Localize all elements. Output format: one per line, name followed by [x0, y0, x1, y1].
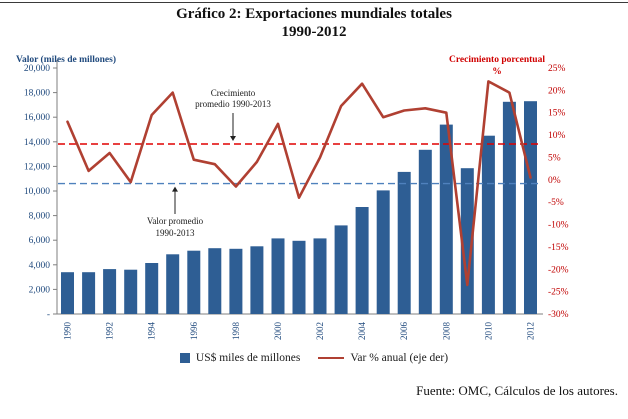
svg-text:1990: 1990 [63, 322, 73, 341]
chart-canvas: - 2,000 4,000 6,000 8,000 10,000 12,000 14,000 1… [16, 54, 569, 340]
svg-text:15%: 15% [548, 109, 566, 119]
legend-bar-swatch [179, 353, 190, 363]
svg-text:promedio 1990-2013: promedio 1990-2013 [195, 99, 271, 109]
svg-text:2012: 2012 [525, 322, 535, 340]
top-divider [0, 2, 628, 3]
bar-2001 [292, 240, 306, 314]
bars-exports [61, 101, 537, 314]
bar-2008 [439, 124, 453, 314]
bar-1990 [61, 272, 74, 314]
svg-text:1992: 1992 [105, 322, 115, 340]
bar-1998 [229, 248, 243, 314]
svg-text:12,000: 12,000 [24, 162, 50, 172]
svg-text:1998: 1998 [231, 322, 241, 341]
bar-1993 [124, 269, 138, 314]
chart-title-line2: 1990-2012 [281, 24, 347, 40]
bar-1991 [82, 272, 96, 314]
bar-2005 [376, 190, 390, 314]
legend-line-swatch [318, 356, 345, 360]
bar-1995 [166, 254, 180, 314]
bar-2006 [397, 171, 411, 314]
svg-text:-10%: -10% [548, 221, 569, 231]
svg-text:10,000: 10,000 [24, 187, 50, 197]
svg-text:8,000: 8,000 [29, 212, 51, 222]
growth-average-note: Crecimiento [211, 88, 256, 98]
svg-text:25%: 25% [548, 64, 566, 74]
svg-text:2004: 2004 [357, 322, 367, 341]
svg-text:6,000: 6,000 [29, 236, 51, 246]
bar-1997 [208, 248, 222, 314]
bar-1996 [187, 250, 201, 314]
bar-2003 [334, 225, 348, 314]
bar-2000 [271, 238, 285, 314]
bar-2009 [460, 168, 474, 314]
svg-text:10%: 10% [548, 131, 566, 141]
svg-text:-20%: -20% [548, 265, 569, 275]
svg-text:1996: 1996 [189, 322, 199, 341]
legend: US$ miles de millones Var % anual (eje d… [0, 352, 628, 364]
bar-2010 [481, 135, 495, 314]
bar-2012 [524, 101, 537, 314]
svg-text:16,000: 16,000 [24, 113, 50, 123]
svg-text:-15%: -15% [548, 243, 569, 253]
svg-text:1990-2013: 1990-2013 [156, 228, 195, 238]
source-note: Fuente: OMC, Cálculos de los autores. [416, 383, 618, 398]
axes: - 2,000 4,000 6,000 8,000 10,000 12,000 14,000 1… [24, 60, 569, 340]
legend-line-label: Var % anual (eje der) [350, 352, 449, 364]
bar-1999 [250, 246, 264, 314]
bar-2004 [355, 207, 369, 314]
svg-text:20,000: 20,000 [24, 64, 50, 74]
svg-text:2010: 2010 [483, 322, 493, 341]
svg-text:-25%: -25% [548, 288, 569, 298]
svg-text:2002: 2002 [315, 322, 325, 340]
bar-1994 [145, 263, 159, 314]
svg-text:18,000: 18,000 [24, 89, 50, 99]
value-average-note: Valor promedio [147, 216, 204, 226]
svg-text:5%: 5% [548, 153, 561, 163]
svg-text:14,000: 14,000 [24, 138, 50, 148]
bar-2007 [418, 149, 432, 314]
svg-text:2,000: 2,000 [29, 285, 51, 295]
left-axis-title: Valor (miles de millones) [16, 54, 116, 65]
svg-text:%: % [492, 67, 502, 77]
svg-text:-30%: -30% [548, 310, 569, 320]
chart-title: Gráfico 2: Exportaciones mundiales total… [0, 5, 628, 41]
svg-text:0%: 0% [548, 176, 561, 186]
bar-2002 [313, 238, 327, 314]
svg-text:1994: 1994 [147, 322, 157, 341]
legend-bar-label: US$ miles de millones [195, 352, 301, 364]
line-growth [66, 80, 532, 287]
svg-text:2008: 2008 [441, 322, 451, 341]
right-axis-title: Crecimiento porcentual [449, 55, 545, 65]
svg-text:20%: 20% [548, 86, 566, 96]
svg-text:-: - [47, 310, 50, 320]
svg-text:2000: 2000 [273, 322, 283, 341]
svg-text:-5%: -5% [548, 198, 564, 208]
svg-text:4,000: 4,000 [29, 261, 51, 271]
chart-title-line1: Gráfico 2: Exportaciones mundiales total… [176, 6, 452, 22]
bar-2011 [502, 101, 516, 314]
bar-1992 [103, 269, 117, 314]
svg-text:2006: 2006 [399, 322, 409, 341]
